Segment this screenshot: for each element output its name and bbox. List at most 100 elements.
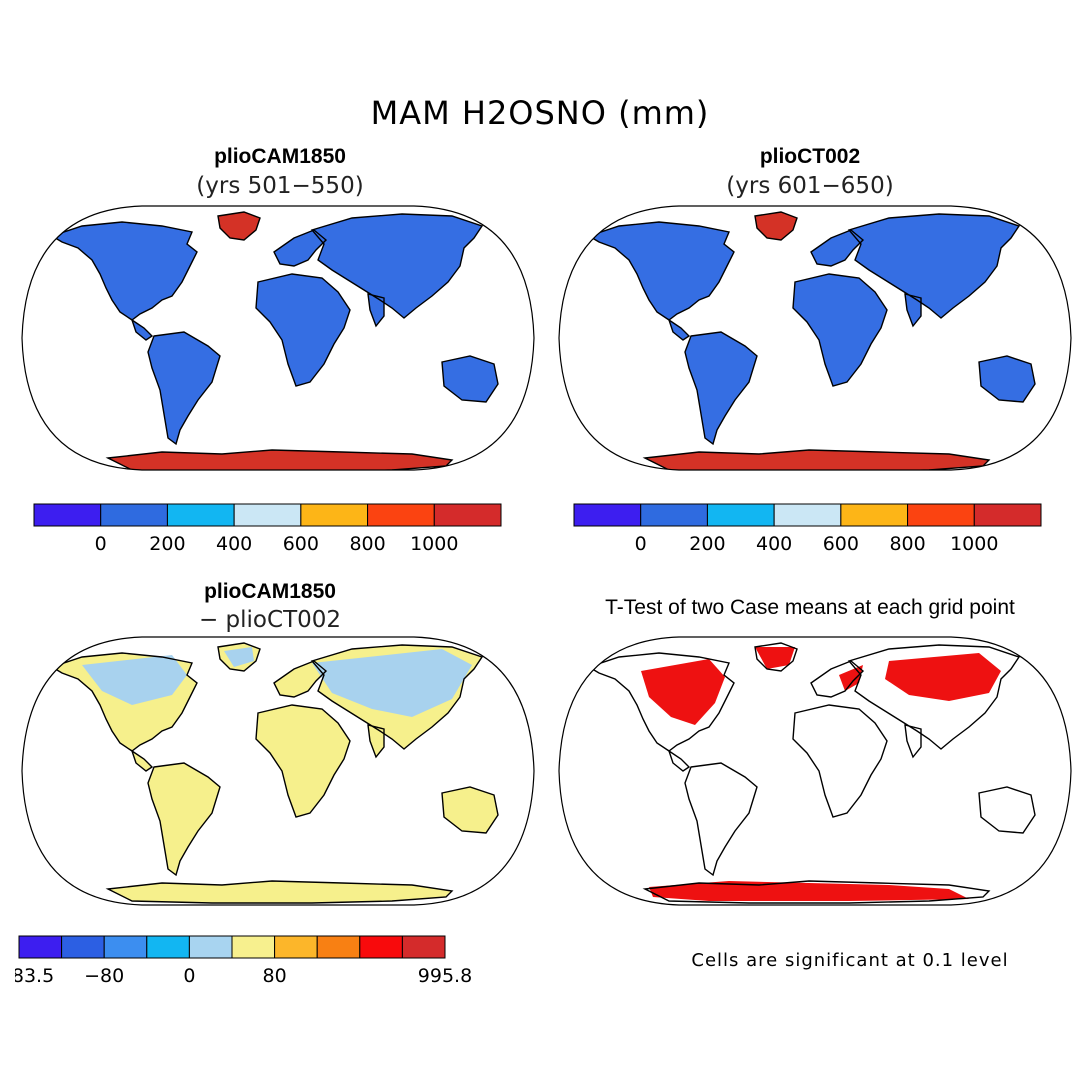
europe-fill xyxy=(811,230,863,266)
south-america-fill xyxy=(685,763,757,875)
greenland-coast xyxy=(217,642,261,672)
australia-coast xyxy=(441,786,499,834)
colorbar-swatch xyxy=(573,503,642,527)
north-america-coast xyxy=(50,652,198,752)
colorbar-tick-label: 0 xyxy=(635,533,647,555)
colorbar-swatch xyxy=(166,503,235,527)
north-america-coast xyxy=(50,221,198,321)
asia-coast xyxy=(847,644,1021,750)
central-america-fill xyxy=(669,320,689,340)
colorbar-swatch xyxy=(100,503,168,527)
south-america-coast xyxy=(684,331,758,446)
asia-coast xyxy=(847,213,1021,319)
figure-title: MAM H2OSNO (mm) xyxy=(370,94,710,132)
colorbar-swatch xyxy=(359,935,403,959)
colorbar-swatch xyxy=(188,935,233,959)
colorbar-swatch xyxy=(146,935,190,959)
snow-decrease-region xyxy=(224,647,254,667)
south-america-fill xyxy=(148,332,220,444)
central-america-fill xyxy=(669,751,689,771)
snow-decrease-region xyxy=(312,649,472,717)
greenland-fill xyxy=(218,212,260,240)
asia-coast xyxy=(310,644,484,750)
colorbar-swatch xyxy=(18,935,63,959)
colorbar-tick-label: 200 xyxy=(149,533,185,555)
colorbar-swatch xyxy=(103,935,148,959)
panel-3-title: plioCAM1850 xyxy=(204,580,336,603)
antarctica-coast xyxy=(105,449,454,470)
colorbar-tick-label: 800 xyxy=(349,533,385,555)
panel-2-title: plioCT002 xyxy=(759,145,861,168)
colorbar-tick-label: 400 xyxy=(216,533,252,555)
south-america-coast xyxy=(147,762,221,877)
australia-coast xyxy=(978,355,1036,403)
australia-coast xyxy=(441,355,499,403)
north-america-coast xyxy=(587,652,735,752)
colorbar-tick-label: 200 xyxy=(689,533,725,555)
antarctica-coast xyxy=(105,880,454,904)
greenland-coast xyxy=(217,211,261,241)
colorbar-swatch xyxy=(973,503,1042,527)
africa-coast xyxy=(255,273,351,387)
map-panel-2 xyxy=(558,205,1072,471)
antarctica-coast xyxy=(642,880,991,904)
asia-fill xyxy=(312,214,482,318)
india-coast xyxy=(904,724,922,759)
europe-coast xyxy=(273,660,328,698)
colorbar-swatch xyxy=(233,503,302,527)
panel-1-subtitle: (yrs 501−550) xyxy=(196,173,364,199)
colorbar-tick-label: −983.5 xyxy=(15,965,54,987)
colorbar-swatch xyxy=(274,935,318,959)
africa-coast xyxy=(792,273,888,387)
colorbar-tick-label: 600 xyxy=(283,533,319,555)
colorbar-swatch xyxy=(367,503,435,527)
map-frame xyxy=(21,636,535,906)
australia-fill xyxy=(979,356,1035,402)
colorbar-tick-label: −80 xyxy=(84,965,124,987)
map-panel-1 xyxy=(21,205,535,471)
central-america-coast xyxy=(667,318,691,341)
panel-1-title: plioCAM1850 xyxy=(214,145,346,168)
north-america-fill xyxy=(52,222,197,320)
significant-region xyxy=(755,647,795,669)
africa-coast xyxy=(255,704,351,818)
map-frame xyxy=(21,205,535,471)
australia-fill xyxy=(979,787,1035,833)
europe-coast xyxy=(273,229,328,267)
colorbar-swatch xyxy=(401,935,446,959)
colorbar-tick-label: 1000 xyxy=(410,533,458,555)
colorbar-swatch xyxy=(840,503,909,527)
colorbar-panel-3: −983.5 −80 0 80 995.8 xyxy=(15,935,472,987)
india-coast xyxy=(367,293,385,328)
colorbar-tick-label: 0 xyxy=(95,533,107,555)
colorbar-tick-label: 800 xyxy=(889,533,925,555)
colorbar-tick-label: 1000 xyxy=(950,533,998,555)
south-america-fill xyxy=(148,763,220,875)
north-america-fill xyxy=(589,222,734,320)
africa-coast xyxy=(792,704,888,818)
north-america-coast xyxy=(587,221,735,321)
panel-3-subtitle: − plioCT002 xyxy=(198,607,342,633)
greenland-coast xyxy=(754,211,798,241)
colorbar-swatch xyxy=(706,503,775,527)
colorbar-tick-label: 0 xyxy=(183,965,195,987)
india-fill xyxy=(368,725,384,757)
europe-coast xyxy=(810,660,865,698)
south-america-coast xyxy=(147,331,221,446)
colorbar-swatch xyxy=(773,503,842,527)
significant-region xyxy=(839,665,863,691)
india-coast xyxy=(367,724,385,759)
australia-fill xyxy=(442,356,498,402)
significant-region xyxy=(649,881,969,901)
map-panel-4 xyxy=(558,636,1072,906)
india-fill xyxy=(905,725,921,757)
panel-2-subtitle: (yrs 601−650) xyxy=(726,173,894,199)
australia-fill xyxy=(442,787,498,833)
asia-coast xyxy=(310,213,484,319)
colorbar-swatch xyxy=(231,935,276,959)
antarctica-fill xyxy=(108,450,452,470)
central-america-coast xyxy=(130,318,154,341)
significant-region xyxy=(885,653,1001,701)
greenland-fill xyxy=(755,212,797,240)
map-frame xyxy=(558,205,1072,471)
